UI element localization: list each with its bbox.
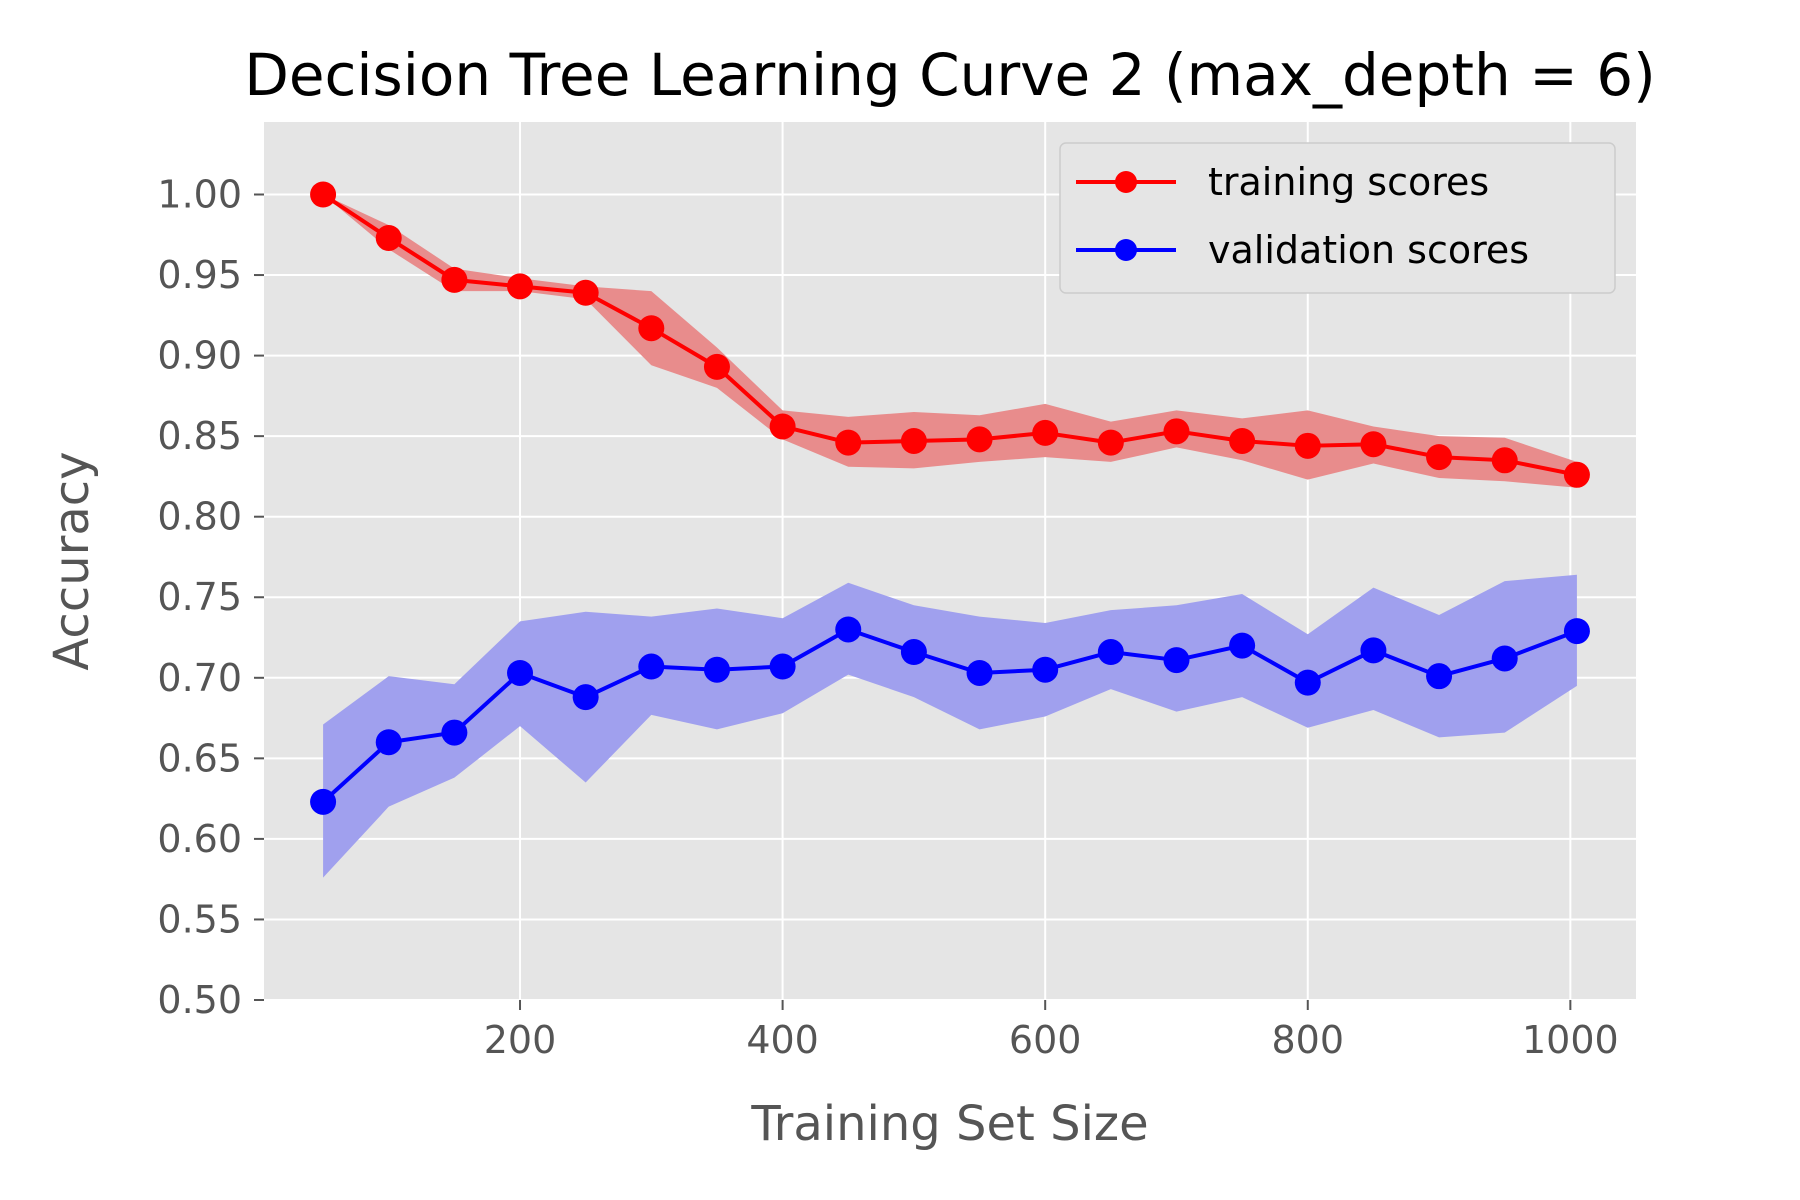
x-tick-label: 800 <box>1272 1018 1345 1062</box>
point-series-1 <box>638 653 665 680</box>
point-series-0 <box>375 224 402 251</box>
y-tick-label: 0.95 <box>157 253 242 297</box>
y-tick-label: 0.60 <box>157 817 242 861</box>
point-series-1 <box>1563 618 1590 645</box>
legend-validation-label: validation scores <box>1208 228 1529 272</box>
point-series-0 <box>310 181 337 208</box>
point-series-0 <box>1032 419 1059 446</box>
x-tick-label: 200 <box>484 1018 557 1062</box>
point-series-1 <box>1229 632 1256 659</box>
chart-title: Decision Tree Learning Curve 2 (max_dept… <box>244 41 1656 109</box>
point-series-1 <box>507 659 534 686</box>
point-series-0 <box>1360 431 1387 458</box>
legend-box <box>1059 142 1616 294</box>
point-series-1 <box>1032 656 1059 683</box>
point-series-1 <box>966 659 993 686</box>
y-tick-label: 1.00 <box>157 172 242 216</box>
y-tick-label: 0.55 <box>157 897 242 941</box>
x-axis-ticks: 200 400 600 800 1000 <box>484 1000 1619 1062</box>
x-tick-label: 600 <box>1009 1018 1082 1062</box>
x-axis-label: Training Set Size <box>750 1096 1148 1152</box>
x-tick-label: 1000 <box>1522 1018 1619 1062</box>
series-points <box>310 181 1590 815</box>
point-series-0 <box>1163 418 1190 445</box>
y-tick-label: 0.70 <box>157 656 242 700</box>
point-series-1 <box>375 729 402 756</box>
point-series-1 <box>835 616 862 643</box>
point-series-1 <box>1360 637 1387 664</box>
point-series-0 <box>966 426 993 453</box>
y-tick-label: 0.90 <box>157 334 242 378</box>
point-series-1 <box>1163 647 1190 674</box>
point-series-0 <box>1426 444 1453 471</box>
point-series-0 <box>1097 429 1124 456</box>
point-series-0 <box>835 429 862 456</box>
point-series-1 <box>1097 639 1124 666</box>
point-series-0 <box>900 427 927 454</box>
y-axis-label: Accuracy <box>44 451 100 670</box>
point-series-0 <box>1229 427 1256 454</box>
point-series-0 <box>638 315 665 342</box>
y-axis-ticks: 0.50 0.55 0.60 0.65 0.70 0.75 0.80 0.85 0.90 0.95… <box>157 172 264 1022</box>
legend-training-label: training scores <box>1208 160 1489 204</box>
point-series-0 <box>572 279 599 306</box>
point-series-0 <box>507 273 534 300</box>
point-series-1 <box>310 788 337 815</box>
point-series-1 <box>769 653 796 680</box>
y-tick-label: 0.75 <box>157 575 242 619</box>
x-tick-label: 400 <box>746 1018 819 1062</box>
point-series-1 <box>703 656 730 683</box>
point-series-0 <box>441 266 468 293</box>
point-series-1 <box>1294 669 1321 696</box>
y-tick-label: 0.65 <box>157 736 242 780</box>
point-series-0 <box>1563 461 1590 488</box>
legend-validation-marker <box>1115 239 1137 261</box>
point-series-1 <box>1491 645 1518 672</box>
y-tick-label: 0.50 <box>157 978 242 1022</box>
y-tick-label: 0.85 <box>157 414 242 458</box>
band-series-1 <box>323 574 1577 878</box>
point-series-0 <box>769 413 796 440</box>
point-series-1 <box>1426 663 1453 690</box>
point-series-0 <box>1294 432 1321 459</box>
point-series-1 <box>572 684 599 711</box>
point-series-1 <box>900 639 927 666</box>
legend: training scores validation scores <box>1059 142 1616 294</box>
point-series-0 <box>703 353 730 380</box>
legend-training-marker <box>1115 171 1137 193</box>
point-series-1 <box>441 719 468 746</box>
y-tick-label: 0.80 <box>157 495 242 539</box>
point-series-0 <box>1491 447 1518 474</box>
